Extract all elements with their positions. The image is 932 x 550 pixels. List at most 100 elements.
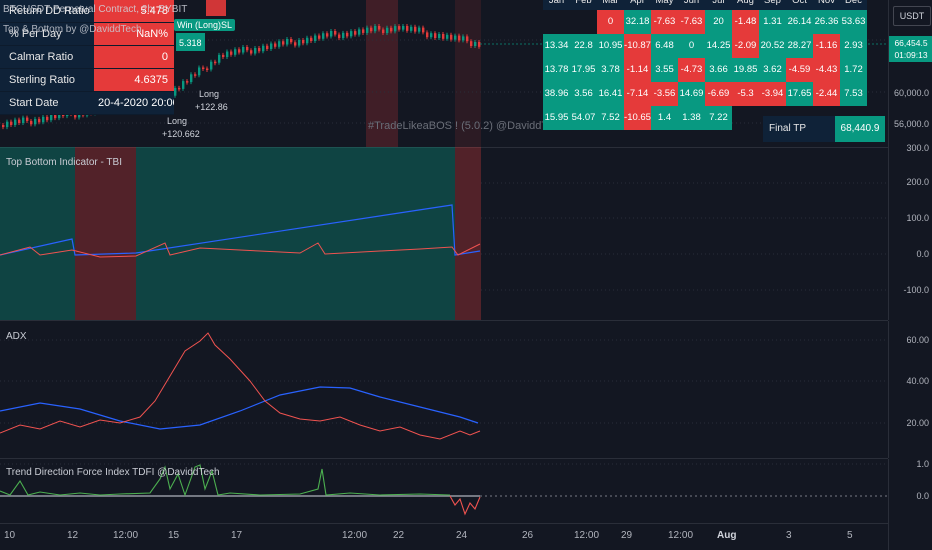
- time-label: 17: [231, 530, 243, 541]
- candle: [426, 32, 429, 38]
- last-price-box: 66,454.5 01:09:13: [889, 36, 932, 62]
- candle: [450, 34, 453, 40]
- candle: [462, 36, 465, 41]
- strategy-title: Top & Bottom by @DaviddTech: [3, 24, 142, 35]
- month-cell: -1.16: [813, 34, 840, 58]
- month-cell: 54.07: [570, 106, 597, 130]
- tbi-pane[interactable]: Top Bottom Indicator - TBI: [0, 147, 888, 321]
- candle: [198, 67, 201, 76]
- month-cell: 17.65: [786, 82, 813, 106]
- month-row: 13.78 17.95 3.78 -1.14 3.55 -4.73 3.66 19.85 3.6…: [543, 58, 867, 82]
- candle: [354, 31, 357, 35]
- candle: [442, 34, 445, 39]
- month-cell: -3.56: [651, 82, 678, 106]
- candle: [270, 43, 273, 50]
- candle: [382, 29, 385, 34]
- month-cell: -7.63: [678, 10, 705, 34]
- candle: [206, 68, 209, 70]
- currency-label[interactable]: USDT: [893, 6, 931, 26]
- month-cell: 19.85: [732, 58, 759, 82]
- candle: [406, 26, 409, 31]
- adx-axis[interactable]: 60.00 40.00 20.00: [888, 321, 932, 458]
- month-cell: [570, 10, 597, 34]
- axis-corner: [888, 523, 932, 550]
- tdfi-green-line: [0, 464, 451, 497]
- month-cell: 6.48: [651, 34, 678, 58]
- month-cell: -4.73: [678, 58, 705, 82]
- price-tick: 56,000.0: [893, 119, 929, 129]
- candle: [10, 121, 13, 126]
- candle: [250, 50, 253, 54]
- candle: [254, 48, 257, 54]
- adx-tick: 60.00: [906, 335, 929, 345]
- month-cell: 1.4: [651, 106, 678, 130]
- candle: [298, 40, 301, 46]
- stats-label: Calmar Ratio: [0, 46, 94, 68]
- candle: [26, 117, 29, 121]
- month-cell: -10.87: [624, 34, 651, 58]
- candle: [470, 41, 473, 46]
- monthly-returns-table: Jan Feb Mar Apr May Jun Jul Aug Sep Oct Nov Dec 0 32.…: [543, 0, 867, 130]
- tdfi-pane[interactable]: Trend Direction Force Index TDFI @Davidd…: [0, 459, 888, 524]
- month-cell: 3.55: [651, 58, 678, 82]
- time-label: 29: [621, 530, 633, 541]
- month-cell: 20.52: [759, 34, 786, 58]
- candle: [278, 41, 281, 47]
- month-cell: 14.25: [705, 34, 732, 58]
- month-cell: -4.43: [813, 58, 840, 82]
- tbi-tick: 100.0: [906, 213, 929, 223]
- candle: [398, 26, 401, 30]
- price-axis[interactable]: USDT 66,454.5 01:09:13 60,000.0 56,000.0: [888, 0, 932, 147]
- candlesticks: [2, 23, 481, 130]
- red-zone: [75, 147, 136, 320]
- tbi-red-line: [0, 242, 481, 258]
- green-zone: [136, 147, 455, 320]
- candle: [174, 87, 177, 96]
- candle: [234, 49, 237, 55]
- month-header: Dec: [840, 0, 867, 10]
- month-cell: -7.63: [651, 10, 678, 34]
- month-cell: 20: [705, 10, 732, 34]
- month-cell: 13.34: [543, 34, 570, 58]
- tdfi-axis[interactable]: 1.0 0.0: [888, 459, 932, 523]
- candle: [310, 37, 313, 42]
- adx-red-line: [0, 332, 481, 440]
- candle: [322, 33, 325, 39]
- month-cell: 7.22: [705, 106, 732, 130]
- candle: [330, 31, 333, 37]
- stats-table: Return DD Ratio 5.478% Per Day NaN% Calmar …: [0, 0, 174, 115]
- adx-tick: 40.00: [906, 376, 929, 386]
- price-pane[interactable]: Return DD Ratio 5.478% Per Day NaN% Calmar …: [0, 0, 888, 148]
- tdfi-tick: 0.0: [916, 491, 929, 501]
- stats-value: NaN%: [94, 23, 174, 45]
- candle: [6, 121, 9, 128]
- stats-row: Return DD Ratio 5.478: [0, 0, 174, 23]
- candle: [2, 125, 5, 128]
- candle: [262, 45, 265, 52]
- month-cell: -2.09: [732, 34, 759, 58]
- candle: [338, 34, 341, 39]
- price-tick: 60,000.0: [893, 88, 929, 98]
- time-label: 12:00: [574, 530, 600, 541]
- adx-pane[interactable]: ADX: [0, 321, 888, 459]
- time-label: 22: [393, 530, 405, 541]
- candle: [342, 32, 345, 39]
- tdfi-red-line: [449, 495, 481, 516]
- month-cell: 22.8: [570, 34, 597, 58]
- tbi-title: Top Bottom Indicator - TBI: [6, 157, 122, 168]
- candle: [302, 40, 305, 44]
- month-header: Apr: [624, 0, 651, 10]
- candle: [14, 119, 17, 126]
- green-zone: [0, 147, 75, 320]
- candle: [274, 43, 277, 47]
- tbi-axis[interactable]: 300.0 200.0 100.0 0.0 -100.0: [888, 143, 932, 320]
- stats-label: Start Date: [0, 92, 94, 114]
- candle: [246, 47, 249, 51]
- month-cell: -7.14: [624, 82, 651, 106]
- adx-tick: 20.00: [906, 418, 929, 428]
- candle: [230, 51, 233, 55]
- candle: [350, 31, 353, 37]
- stats-label: Sterling Ratio: [0, 69, 94, 91]
- time-axis[interactable]: 10 12 12:00 15 17 12:00 22 24 26 12:00 29 12:00 Aug 3…: [0, 523, 888, 550]
- month-cell: 26.14: [786, 10, 813, 34]
